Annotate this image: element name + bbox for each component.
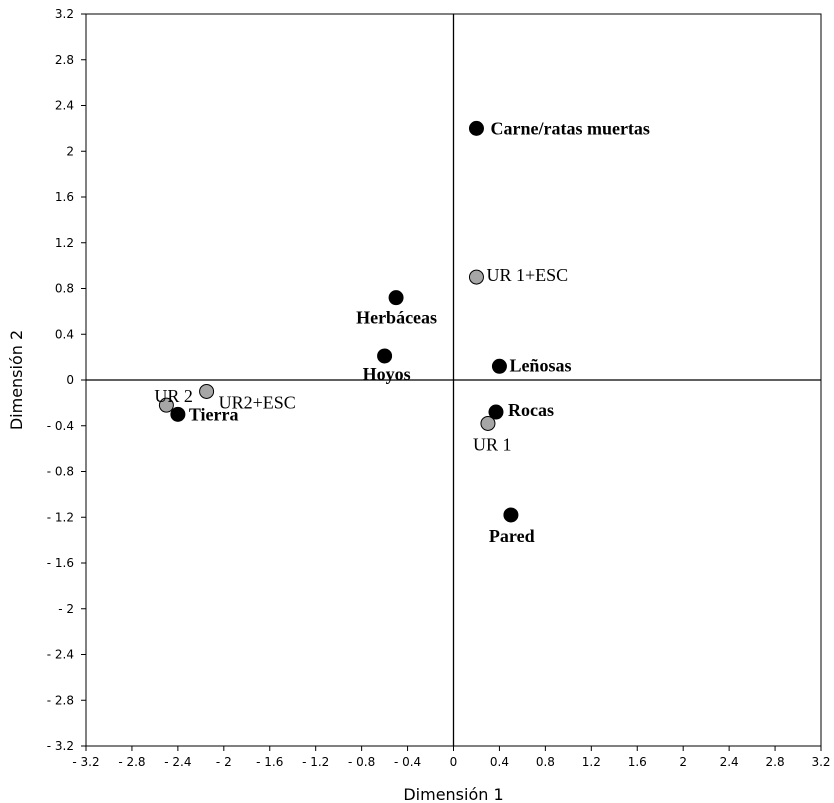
point-label: Rocas [508, 400, 554, 420]
data-point [170, 406, 186, 422]
tick-labels: - 3.2 - 3.2 - 2.8 - 2.8 - 2.4 - 2.4 - 2 - 2 - 1.… [47, 7, 831, 769]
x-tick-label: - 1.6 [256, 755, 283, 769]
x-tick-label: - 0.8 [348, 755, 375, 769]
y-tick-label: - 3.2 [47, 739, 74, 753]
point-label: Tierra [189, 404, 239, 424]
point-label: Herbáceas [356, 308, 437, 328]
y-tick-label: 1.6 [55, 190, 74, 204]
point-label: Hoyos [363, 364, 411, 384]
point-label: UR 1 [473, 434, 512, 454]
point-label: UR2+ESC [219, 392, 296, 412]
data-point [158, 397, 174, 413]
data-point [468, 269, 484, 285]
x-tick-label: 2.4 [720, 755, 739, 769]
y-tick-label: - 0.4 [47, 419, 74, 433]
data-point [480, 415, 496, 431]
point-labels: Carne/ratas muertas UR 1+ESC Herbáceas Hoyo… [154, 118, 650, 546]
x-tick-label: 0.4 [490, 755, 509, 769]
x-tick-label: 1.6 [628, 755, 647, 769]
data-point [488, 404, 504, 420]
point-label: Pared [489, 526, 535, 546]
data-point [503, 507, 519, 523]
y-tick-label: 0 [66, 373, 74, 387]
y-tick-label: - 2.8 [47, 693, 74, 707]
y-tick-label: 0.4 [55, 327, 74, 341]
data-point [377, 348, 393, 364]
x-tick-label: 0.8 [536, 755, 555, 769]
data-point [388, 290, 404, 306]
x-tick-label: - 2.4 [164, 755, 191, 769]
x-tick-label: 3.2 [811, 755, 830, 769]
point-label: UR 2 [154, 386, 193, 406]
point-label: Carne/ratas muertas [490, 118, 649, 138]
y-tick-label: - 1.6 [47, 556, 74, 570]
x-tick-label: - 2 [216, 755, 232, 769]
y-tick-label: 3.2 [55, 7, 74, 21]
data-point [491, 358, 507, 374]
x-tick-label: 1.2 [582, 755, 601, 769]
y-tick-label: 2.8 [55, 53, 74, 67]
x-tick-label: - 3.2 [72, 755, 99, 769]
y-tick-label: 2.4 [55, 99, 74, 113]
y-tick-label: 2 [66, 144, 74, 158]
x-tick-label: - 1.2 [302, 755, 329, 769]
x-tick-label: 2.8 [766, 755, 785, 769]
data-points [158, 120, 519, 523]
point-label: Leñosas [509, 355, 571, 375]
y-axis-title: Dimensión 2 [7, 330, 26, 430]
data-point [468, 120, 484, 136]
data-point [199, 383, 215, 399]
y-tick-label: - 1.2 [47, 510, 74, 524]
y-tick-label: - 2 [58, 602, 74, 616]
x-axis-title: Dimensión 1 [403, 785, 503, 803]
x-tick-label: 0 [450, 755, 458, 769]
x-tick-label: 2 [679, 755, 687, 769]
axes [85, 13, 822, 747]
y-tick-label: 0.8 [55, 282, 74, 296]
point-label: UR 1+ESC [486, 265, 568, 285]
x-tick-label: - 0.4 [394, 755, 421, 769]
x-tick-label: - 2.8 [118, 755, 145, 769]
y-tick-label: - 2.4 [47, 648, 74, 662]
y-tick-label: - 0.8 [47, 465, 74, 479]
y-tick-label: 1.2 [55, 236, 74, 250]
